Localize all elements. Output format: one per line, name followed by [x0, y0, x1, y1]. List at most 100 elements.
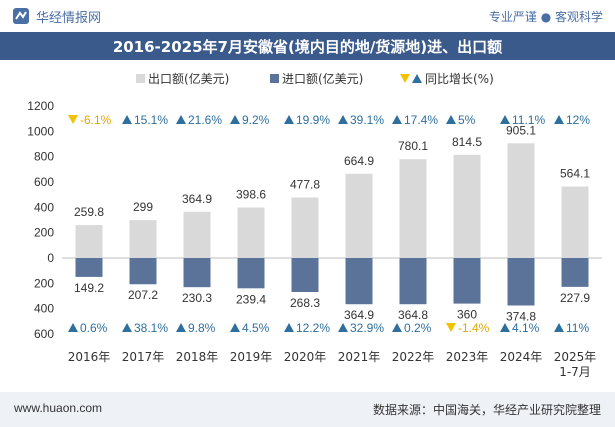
growth-up-icon	[122, 323, 132, 332]
import-bar	[453, 258, 481, 304]
footer-source: 数据来源：中国海关，华经产业研究院整理	[372, 403, 601, 417]
chart: 出口额(亿美元) 进口额(亿美元) 同比增长(%) 1200 1000 800 600 40…	[27, 71, 602, 379]
x-tick-label-line: 2023年	[446, 350, 489, 364]
export-growth-label: 5%	[458, 113, 476, 127]
import-value-label: 374.8	[506, 309, 536, 323]
export-value-label: 364.9	[182, 192, 212, 206]
top-bar: 华经情报网 专业严谨 ● 客观科学	[0, 0, 615, 32]
export-growth-label: 15.1%	[134, 113, 168, 127]
import-growth-label: 4.5%	[242, 321, 270, 335]
import-value-label: 364.9	[344, 308, 374, 322]
import-bar	[507, 258, 535, 306]
x-tick-label: 2018年	[176, 350, 219, 364]
x-tick-label-line: 1-7月	[559, 365, 591, 379]
import-bar	[129, 258, 157, 285]
import-value-label: 364.8	[398, 308, 428, 322]
x-tick-label-line: 2017年	[122, 350, 165, 364]
export-value-label: 664.9	[344, 154, 374, 168]
x-tick-label: 2023年	[446, 350, 489, 364]
export-value-label: 905.1	[506, 123, 536, 137]
export-growth-label: -6.1%	[80, 113, 112, 127]
growth-up-icon	[554, 323, 564, 332]
growth-up-icon	[230, 323, 240, 332]
x-tick-label: 2025年 1-7月	[554, 350, 597, 379]
import-growth-label: -1.4%	[458, 321, 490, 335]
import-bar	[561, 258, 589, 287]
legend-export-label: 出口额(亿美元)	[148, 71, 229, 86]
x-tick-label-line: 2022年	[392, 350, 435, 364]
x-tick-label: 2017年	[122, 350, 165, 364]
legend-growth-label: 同比增长(%)	[425, 72, 494, 86]
y-tick-label: 200	[34, 276, 54, 290]
growth-up-icon	[284, 323, 294, 332]
growth-down-icon	[446, 323, 456, 332]
footer-url[interactable]: www.huaon.com	[14, 401, 103, 415]
import-growth-label: 0.2%	[404, 321, 432, 335]
export-growth-label: 19.9%	[296, 113, 330, 127]
value-labels: 259.8 149.2 299 207.2 364.9 230.3 398.6 239.4 47…	[74, 123, 590, 323]
x-tick-label-line: 2018年	[176, 350, 219, 364]
import-bar	[291, 258, 319, 292]
export-value-label: 398.6	[236, 188, 266, 202]
growth-up-icon	[338, 115, 348, 124]
export-growth-label: 39.1%	[350, 113, 384, 127]
export-value-label: 564.1	[560, 167, 590, 181]
import-value-label: 207.2	[128, 288, 158, 302]
x-axis: 2016年 2017年 2018年 2019年 2020年 2021年 2022年 2023年…	[68, 350, 597, 379]
import-bar	[345, 258, 373, 305]
export-growth-label: 17.4%	[404, 113, 438, 127]
growth-up-icon	[284, 115, 294, 124]
export-value-label: 259.8	[74, 205, 104, 219]
y-tick-label: 400	[34, 200, 54, 214]
legend-export-swatch	[136, 74, 145, 83]
import-value-label: 239.4	[236, 292, 266, 306]
import-value-label: 230.3	[182, 291, 212, 305]
export-growth-label: 11.1%	[512, 113, 545, 127]
growth-up-icon	[338, 323, 348, 332]
export-value-label: 780.1	[398, 139, 428, 153]
x-tick-label-line: 2019年	[230, 350, 273, 364]
x-tick-label: 2019年	[230, 350, 273, 364]
export-bar	[183, 211, 211, 258]
growth-up-icon	[500, 323, 510, 332]
export-bar	[129, 220, 157, 258]
growth-up-icon	[446, 115, 456, 124]
import-growth-label: 12.2%	[296, 321, 330, 335]
footer: www.huaon.com 数据来源：中国海关，华经产业研究院整理	[0, 392, 615, 427]
brand-name: 华经情报网	[36, 10, 102, 26]
growth-up-icon	[554, 115, 564, 124]
export-bar	[237, 207, 265, 258]
x-tick-label-line: 2021年	[338, 350, 381, 364]
import-bar	[399, 258, 427, 305]
import-bar	[237, 258, 265, 289]
legend-growth-down-icon	[400, 74, 410, 83]
export-value-label: 814.5	[452, 135, 482, 149]
title-bar: 2016-2025年7月安徽省(境内目的地/货源地)进、出口额	[0, 32, 615, 60]
export-bar	[75, 225, 103, 258]
growth-down-icon	[68, 115, 78, 124]
export-bar	[561, 186, 589, 258]
growth-up-icon	[392, 323, 402, 332]
brand-logo-icon	[13, 8, 29, 24]
import-growth-label: 0.6%	[80, 321, 108, 335]
import-growth-label: 38.1%	[134, 321, 168, 335]
x-tick-label-line: 2024年	[500, 350, 543, 364]
brand: 华经情报网	[12, 6, 101, 26]
y-tick-label: 0	[47, 251, 54, 265]
import-value-label: 149.2	[74, 281, 104, 295]
y-tick-label: 800	[34, 150, 54, 164]
export-growth-label: 12%	[566, 113, 590, 127]
legend-growth-up-icon	[412, 74, 422, 83]
import-growth-label: 9.8%	[188, 321, 216, 335]
legend-import-swatch	[270, 74, 279, 83]
x-tick-label-line: 2020年	[284, 350, 327, 364]
export-value-label: 299	[133, 200, 153, 214]
y-tick-label: 1000	[27, 124, 54, 138]
growth-up-icon	[500, 115, 510, 124]
y-tick-label: 1200	[27, 99, 54, 113]
y-tick-label: 200	[34, 226, 54, 240]
growth-up-icon	[230, 115, 240, 124]
x-tick-label-line: 2016年	[68, 350, 111, 364]
x-tick-label: 2021年	[338, 350, 381, 364]
x-tick-label-line: 2025年	[554, 350, 597, 364]
